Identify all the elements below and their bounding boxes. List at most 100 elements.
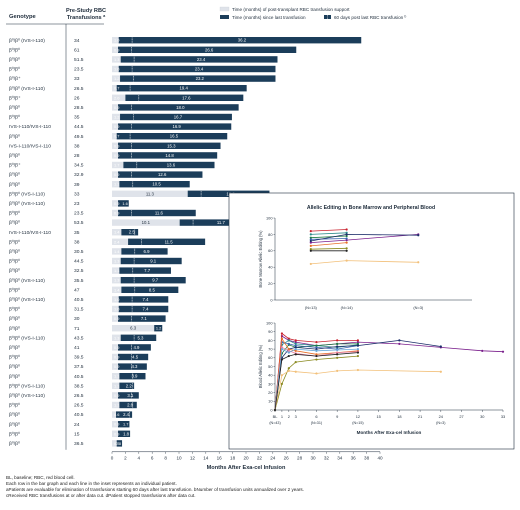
genotype-header: Genotype: [9, 14, 37, 20]
bar-support-label: 0.9: [114, 105, 119, 110]
genotype-label: β⁰/β⁰: [9, 326, 20, 332]
bar-support: [112, 440, 117, 447]
transfusion-count: 39.5: [74, 355, 84, 361]
bar-since: [121, 286, 179, 293]
transfusion-count: 41: [74, 345, 80, 351]
blood-series-point: [356, 348, 360, 351]
x-axis-title: Months After Exa-cel Infusion: [207, 465, 286, 471]
blood-series-point: [280, 382, 284, 385]
genotype-label: β⁰/β⁰: [9, 307, 20, 313]
bar-since: [121, 229, 139, 236]
genotype-label: β⁰/β⁰ (IVS-I-110): [9, 278, 45, 284]
transfusion-count: 36.5: [74, 441, 84, 447]
transfusion-count: 44.5: [74, 259, 84, 265]
bar-support: [112, 382, 120, 389]
bar-since-label: 1.8: [123, 431, 130, 436]
genotype-label: β⁰/β⁰ (IVS-I-110): [9, 86, 45, 92]
bone-marrow-series-point: [345, 237, 348, 240]
bar-support-label: 0.9: [114, 47, 119, 52]
bar-since: [118, 200, 129, 207]
bar-support-label: 1.4: [114, 249, 120, 254]
bar-since-label: 5.3: [137, 335, 144, 340]
bone-marrow-series-point: [345, 231, 348, 234]
footnote-a-b: aPatients are evaluable for elimination …: [6, 487, 304, 492]
genotype-label: β⁰/β⁰: [9, 316, 20, 322]
bar-support: [112, 171, 119, 178]
genotype-label: β⁰/β⁺: [9, 95, 21, 101]
bar-since: [120, 257, 182, 265]
bone-marrow-y-tick-label: 80: [268, 232, 273, 237]
genotype-label: β⁰/β⁰: [9, 134, 20, 140]
bar-since: [118, 353, 149, 361]
bar-since-label: 0.8: [116, 441, 121, 446]
x-tick-label: 38: [364, 455, 370, 460]
blood-series-point: [294, 361, 297, 364]
transfusion-count: 26.5: [74, 403, 84, 409]
transfusion-count: 61: [74, 47, 80, 53]
transfusion-count: 15: [74, 431, 80, 437]
bar-since: [119, 382, 135, 389]
genotype-label: β⁰/β⁰ (IVS-I-110): [9, 38, 45, 44]
bone-marrow-y-tick-label: 100: [266, 215, 273, 220]
blood-x-axis-title: Months After Exa-cel Infusion: [357, 430, 422, 435]
bone-marrow-series-point: [309, 236, 312, 239]
bar-since-label: 7.4: [142, 297, 149, 302]
genotype-label: β⁰/β⁰: [9, 182, 20, 188]
genotype-label: IVS-I-110/IVS-I-110: [9, 124, 51, 130]
bar-since-label: 7.7: [144, 268, 151, 273]
transfusions-header-line2: Transfusions a: [67, 14, 106, 21]
x-tick-label: 16: [217, 455, 223, 460]
bar-since-label: 14.8: [165, 153, 174, 158]
bar-since-label: 23.4: [195, 67, 204, 72]
bone-marrow-y-axis-title: Bone Marrow Allelic Editing (%): [258, 230, 263, 288]
bar-support: [112, 334, 121, 341]
blood-y-tick-label: 70: [268, 347, 273, 352]
transfusion-count: 53.5: [74, 220, 84, 226]
blood-x-tick-label: 21: [418, 414, 422, 419]
blood-x-tick-label: 1: [281, 414, 283, 419]
transfusion-count: 40.5: [74, 297, 84, 303]
bar-since-label: 4.3: [131, 364, 138, 369]
bar-support: [112, 123, 119, 130]
bar-since: [120, 113, 232, 121]
bar-support-label: 0.9: [114, 355, 119, 360]
bar-since-label: 15.3: [167, 143, 176, 148]
bar-support-label: 1.0: [114, 67, 120, 72]
bar-support: [112, 401, 120, 409]
bar-since-label: 2.4: [123, 412, 130, 417]
genotype-label: β⁰/β⁰ (IVS-I-110): [9, 297, 45, 303]
blood-y-tick-label: 80: [268, 338, 273, 343]
bar-since-label: 16.7: [174, 115, 183, 120]
blood-series-point: [315, 348, 318, 351]
transfusion-count: 30: [74, 316, 80, 322]
bar-since: [118, 37, 362, 44]
genotype-label: β⁰/β⁰: [9, 355, 20, 361]
bar-since: [118, 344, 151, 351]
transfusion-count: 40.5: [74, 412, 84, 418]
blood-series-point: [315, 349, 318, 352]
bar-support-label: 1.7: [114, 163, 119, 168]
x-tick-label: 4: [138, 455, 141, 460]
genotype-label: β⁰/β⁰: [9, 67, 20, 73]
blood-series-point: [336, 342, 339, 345]
blood-series-point: [280, 358, 284, 361]
legend-label-support: Time (months) of post-transplant RBC tra…: [232, 7, 350, 12]
bone-marrow-series-point: [345, 247, 348, 250]
bar-since: [116, 133, 228, 140]
bar-since: [120, 75, 276, 82]
bar-since: [121, 248, 168, 255]
blood-n-label: (N=43): [269, 421, 280, 425]
bar-since: [118, 152, 218, 159]
bar-since: [116, 440, 123, 447]
bone-marrow-series-point: [345, 241, 348, 244]
bar-support: [112, 363, 119, 370]
genotype-label: β⁰/β⁰: [9, 345, 20, 351]
blood-series-point: [280, 374, 284, 377]
transfusion-count: 26.5: [74, 86, 84, 92]
bar-support: [112, 219, 180, 226]
genotype-label: β⁰/β⁰ (IVS-I-110): [9, 383, 45, 389]
x-tick-label: 12: [190, 455, 196, 460]
genotype-label: β⁰/β⁰: [9, 403, 20, 409]
blood-series-point: [356, 368, 360, 372]
bar-since-label: 36.2: [238, 38, 247, 43]
